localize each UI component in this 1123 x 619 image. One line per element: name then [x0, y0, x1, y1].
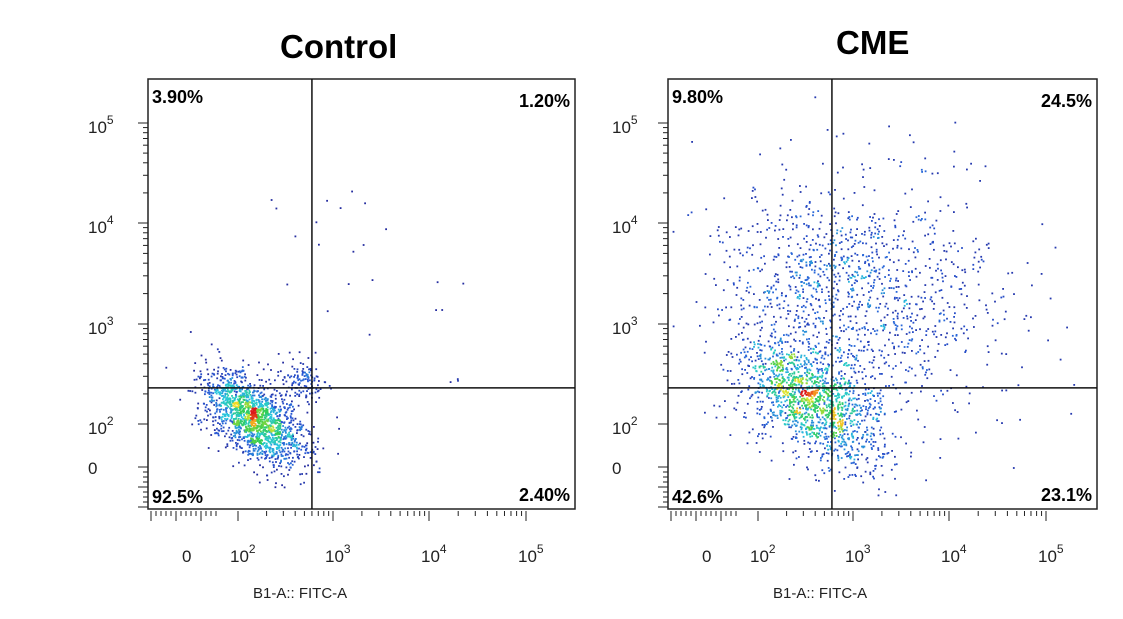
x-tick-label-10e4: 104 [421, 542, 447, 566]
x-axis-ticks [150, 511, 527, 521]
x-axis-title: B1-A:: FITC-A [773, 585, 867, 602]
y-tick-label-0: 0 [612, 459, 621, 478]
control-scatter-plot: 3.90% 1.20% 92.5% 2.40% 0 102 103 104 105 0 102 103… [88, 78, 576, 602]
quadrant-top-right-percent: 24.5% [1041, 91, 1092, 111]
quadrant-bottom-left-percent: 92.5% [152, 487, 203, 507]
quadrant-top-left-percent: 9.80% [672, 87, 723, 107]
plot-frame [147, 78, 576, 510]
cme-scatter-plot: 9.80% 24.5% 42.6% 23.1% 0 102 103 104 105 0 102 103… [612, 78, 1098, 602]
x-tick-label-0: 0 [702, 547, 711, 566]
x-axis-ticks [670, 511, 1047, 521]
y-axis-ticks [138, 122, 148, 508]
y-tick-label-10e2: 102 [612, 414, 638, 438]
x-tick-label-0: 0 [182, 547, 191, 566]
quadrant-top-right-percent: 1.20% [519, 91, 570, 111]
event-dots [165, 190, 465, 489]
x-tick-label-10e5: 105 [1038, 542, 1064, 566]
y-tick-label-10e2: 102 [88, 414, 114, 438]
y-axis-ticks [658, 122, 668, 508]
quadrant-bottom-left-percent: 42.6% [672, 487, 723, 507]
event-dots [672, 96, 1076, 497]
y-tick-label-0: 0 [88, 459, 97, 478]
y-tick-label-10e5: 105 [88, 113, 114, 137]
chart-title: CME [836, 24, 910, 61]
y-tick-label-10e5: 105 [612, 113, 638, 137]
chart-title: Control [280, 28, 398, 65]
x-tick-label-10e5: 105 [518, 542, 544, 566]
y-tick-label-10e4: 104 [88, 213, 114, 237]
x-tick-label-10e3: 103 [845, 542, 871, 566]
x-axis-title: B1-A:: FITC-A [253, 585, 347, 602]
x-tick-label-10e2: 102 [230, 542, 256, 566]
x-tick-label-10e3: 103 [325, 542, 351, 566]
x-tick-label-10e2: 102 [750, 542, 776, 566]
y-tick-label-10e3: 103 [88, 314, 114, 338]
y-tick-label-10e4: 104 [612, 213, 638, 237]
x-tick-label-10e4: 104 [941, 542, 967, 566]
cme-panel: CME 9.80% 24.5% 42.6% 23.1% 0 102 103 104 105 0 10… [560, 0, 1120, 619]
control-panel: Control 3.90% 1.20% 92.5% 2.40% 0 102 103 104 10… [88, 28, 576, 602]
quadrant-bottom-right-percent: 23.1% [1041, 485, 1092, 505]
quadrant-top-left-percent: 3.90% [152, 87, 203, 107]
quadrant-bottom-right-percent: 2.40% [519, 485, 570, 505]
y-tick-label-10e3: 103 [612, 314, 638, 338]
